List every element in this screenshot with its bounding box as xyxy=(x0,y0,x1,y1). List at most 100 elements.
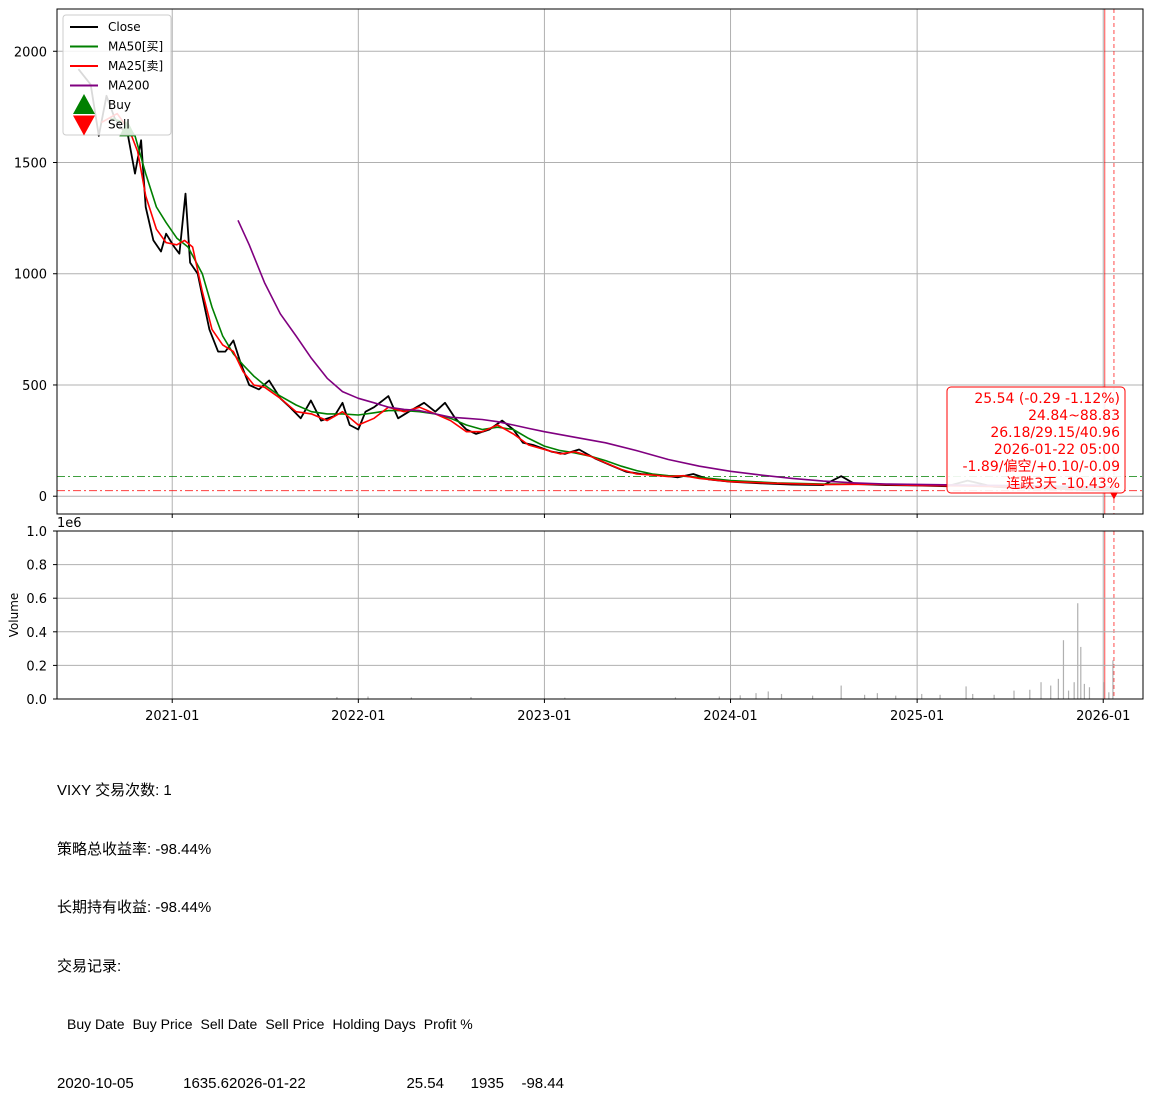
volume-bar xyxy=(336,696,338,699)
volume-bar xyxy=(1029,689,1031,699)
volume-bar xyxy=(1108,692,1110,699)
volume-bar xyxy=(1088,687,1091,699)
legend-label: Buy xyxy=(108,98,131,112)
price-y-tick-label: 500 xyxy=(22,379,47,394)
volume-bar xyxy=(1080,646,1082,699)
volume-bar xyxy=(767,691,769,699)
volume-bar xyxy=(367,696,369,699)
trade-record-title: 交易记录: xyxy=(57,957,122,975)
annotation-line: -1.89/偏空/+0.10/-0.09 xyxy=(963,459,1121,475)
volume-y-label: Volume xyxy=(7,593,21,638)
volume-bar xyxy=(739,695,741,699)
price-y-ticks: 0 500 1000 1500 2000 xyxy=(14,45,57,505)
trade-table-header-cell: Buy Price xyxy=(132,1016,193,1032)
trade-table-cell: 2020-10-05 xyxy=(57,1074,134,1092)
volume-offset-label: 1e6 xyxy=(57,516,82,531)
volume-panel: 0.0 0.2 0.4 0.6 0.8 1.0 2021-01 2022-01 2023-01… xyxy=(7,516,1144,724)
annotation-line: 连跌3天 -10.43% xyxy=(1006,476,1120,492)
x-tick-label: 2026-01 xyxy=(1076,709,1130,724)
price-panel: 0 500 1000 1500 2000 Close MA50[买] MA25[卖] MA20… xyxy=(14,8,1144,699)
annotation-line: 26.18/29.15/40.96 xyxy=(990,425,1120,441)
volume-bar xyxy=(718,696,720,699)
trade-table-cell: 1935 xyxy=(470,1074,504,1092)
x-ticks: 2021-01 2022-01 2023-01 2024-01 2025-01 2026-… xyxy=(145,699,1130,724)
strategy-return: 策略总收益率: -98.44% xyxy=(57,840,212,858)
volume-bar xyxy=(939,694,941,699)
trade-table-cell: 1635.6 xyxy=(183,1074,229,1092)
legend-label: MA25[卖] xyxy=(108,59,163,73)
price-y-tick-label: 1500 xyxy=(14,157,47,172)
volume-bar xyxy=(921,693,923,699)
volume-bar xyxy=(1073,682,1075,699)
volume-bar xyxy=(1077,603,1079,699)
x-tick-label: 2024-01 xyxy=(703,709,757,724)
volume-bar xyxy=(812,695,814,699)
volume-bar xyxy=(1062,640,1065,699)
figure: 0 500 1000 1500 2000 Close MA50[买] MA25[卖] MA20… xyxy=(7,8,1144,724)
trade-table-cell: -98.44 xyxy=(521,1074,564,1092)
legend-buy-icon xyxy=(73,94,95,114)
volume-bar xyxy=(1067,690,1070,699)
legend-label: MA50[买] xyxy=(108,40,163,54)
price-series xyxy=(77,68,1114,492)
x-tick-label: 2021-01 xyxy=(145,709,199,724)
legend-label: MA200 xyxy=(108,79,149,93)
trade-table-cell: 25.54 xyxy=(406,1074,444,1092)
volume-bar xyxy=(840,685,842,699)
volume-grid xyxy=(57,530,1143,700)
volume-bar xyxy=(1057,678,1059,699)
annotation-line: 25.54 (-0.29 -1.12%) xyxy=(974,391,1120,407)
volume-bar xyxy=(755,693,757,699)
legend-sell-icon xyxy=(73,115,95,136)
volume-bar xyxy=(1112,660,1114,699)
price-reference-lines xyxy=(57,9,1143,699)
x-tick-label: 2023-01 xyxy=(517,709,571,724)
series-line-ma200 xyxy=(237,219,1114,488)
legend-label: Sell xyxy=(108,118,130,132)
trade-table-header-cell: Profit % xyxy=(423,1016,473,1032)
volume-y-tick-label: 0.6 xyxy=(26,592,47,607)
volume-bar xyxy=(876,693,878,699)
volume-bar xyxy=(1050,685,1052,699)
volume-bar xyxy=(470,696,472,699)
annotation-box xyxy=(946,386,1126,494)
volume-bar xyxy=(780,693,783,699)
volume-bar xyxy=(864,694,866,699)
price-grid xyxy=(57,9,1143,518)
trade-table-cell: 2026-01-22 xyxy=(229,1074,306,1092)
volume-bar xyxy=(972,693,974,699)
volume-frame xyxy=(56,530,1144,700)
volume-bar xyxy=(410,697,412,699)
buy-hold-return: 长期持有收益: -98.44% xyxy=(57,899,212,916)
volume-y-tick-label: 0.8 xyxy=(26,559,47,574)
trade-table-header: Buy Date Buy Price Sell Date Sell Price Hold… xyxy=(57,1015,564,1035)
annotation-line: 24.84~88.83 xyxy=(1028,408,1120,424)
volume-bar xyxy=(1040,682,1042,699)
volume-bar xyxy=(1013,690,1015,699)
trade-table-header-cell: Sell Price xyxy=(265,1016,325,1032)
trade-count: VIXY 交易次数: 1 xyxy=(57,782,172,799)
trade-table-header-cell: Buy Date xyxy=(67,1016,125,1032)
volume-bar xyxy=(1083,683,1085,699)
volume-y-tick-label: 1.0 xyxy=(26,525,47,540)
volume-y-tick-label: 0.4 xyxy=(26,626,47,641)
volume-bar xyxy=(965,686,967,699)
price-annotation-box: 25.54 (-0.29 -1.12%)24.84~88.8326.18/29.… xyxy=(946,386,1126,494)
trade-table-row: 2020-10-05 1635.62026-01-22 25.54 1935 -98.4… xyxy=(57,1074,564,1094)
volume-bar xyxy=(674,697,677,699)
price-frame xyxy=(56,8,1144,515)
strategy-summary: VIXY 交易次数: 1 策略总收益率: -98.44% 长期持有收益: -98… xyxy=(57,742,564,1113)
volume-y-tick-label: 0.2 xyxy=(26,659,47,674)
volume-bar xyxy=(993,694,995,699)
price-y-tick-label: 2000 xyxy=(14,45,47,60)
x-tick-label: 2022-01 xyxy=(331,709,385,724)
volume-y-ticks: 0.0 0.2 0.4 0.6 0.8 1.0 xyxy=(26,525,57,708)
legend-label: Close xyxy=(108,20,141,34)
annotation-line: 2026-01-22 05:00 xyxy=(994,442,1120,458)
volume-bar xyxy=(895,695,897,699)
volume-bar xyxy=(1103,682,1105,699)
price-y-tick-label: 0 xyxy=(39,490,47,505)
legend: Close MA50[买] MA25[卖] MA200 Buy Sell xyxy=(62,14,172,136)
volume-y-tick-label: 0.0 xyxy=(26,693,47,708)
trade-table-header-cell: Holding Days xyxy=(332,1016,416,1032)
